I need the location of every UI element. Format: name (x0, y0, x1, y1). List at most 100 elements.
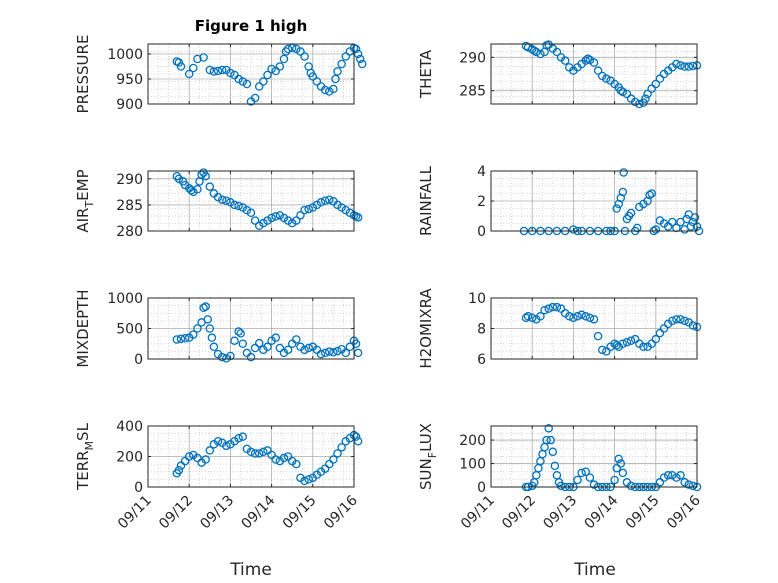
data-point (612, 463, 621, 473)
data-point (304, 475, 313, 484)
data-point (622, 337, 632, 347)
data-point (201, 302, 210, 311)
data-point (690, 213, 700, 222)
y-tick-label: 400 (116, 419, 143, 435)
data-point (546, 435, 555, 445)
data-point (583, 54, 593, 63)
data-point (577, 310, 586, 320)
data-point (651, 334, 661, 344)
data-point (205, 65, 215, 75)
data-point (540, 305, 549, 315)
data-point (320, 348, 330, 358)
data-point (688, 61, 698, 71)
data-point (569, 313, 578, 323)
data-point (246, 208, 256, 217)
data-point (680, 478, 689, 487)
data-point (316, 349, 326, 359)
y-tick-label: 290 (116, 172, 143, 188)
data-point (639, 342, 648, 352)
data-point (597, 345, 607, 355)
data-point (521, 313, 531, 323)
data-point (199, 53, 208, 62)
data-point (618, 468, 628, 478)
y-tick-label: 500 (116, 322, 143, 338)
x-axis-label-left: Time (229, 560, 272, 580)
data-point (651, 79, 661, 89)
data-point (217, 352, 227, 362)
axes-box (490, 170, 698, 232)
data-point (172, 171, 182, 181)
data-point (544, 304, 553, 313)
x-tick-label: 09/12 (156, 493, 196, 533)
data-point (333, 67, 342, 76)
data-point (353, 49, 363, 59)
y-axis-label-6: TERRMSL (74, 422, 96, 491)
data-point (668, 316, 677, 326)
axes-box (490, 43, 698, 105)
data-point (267, 64, 276, 74)
data-point (300, 345, 309, 355)
data-point (351, 432, 361, 441)
data-point (325, 347, 334, 356)
data-point (331, 74, 340, 84)
data-point (686, 222, 696, 231)
data-point (647, 189, 656, 198)
data-point (550, 461, 560, 471)
data-point (201, 455, 210, 464)
y-tick-label: 4 (477, 164, 486, 180)
data-point (254, 82, 264, 91)
data-point (552, 47, 562, 57)
data-point (217, 195, 227, 204)
data-point (209, 342, 219, 352)
data-point (643, 89, 652, 99)
data-point (353, 348, 363, 358)
data-point (300, 205, 309, 215)
data-point (581, 312, 591, 321)
panel-3-rainfall: 0 2 4 RAINFALL (417, 164, 704, 240)
data-point (174, 58, 184, 67)
y-axis-label-4: MIXDEPTH (74, 289, 92, 367)
data-point (560, 56, 570, 65)
data-point (536, 49, 545, 59)
data-point (316, 198, 326, 207)
x-tick-label: 09/16 (664, 492, 704, 532)
data-point (203, 315, 212, 324)
data-point (626, 336, 636, 345)
data-point (250, 93, 260, 103)
y-tick-label: 200 (459, 433, 486, 449)
data-point (619, 168, 628, 177)
data-point (351, 44, 361, 54)
data-point (618, 187, 628, 197)
data-point (680, 316, 689, 326)
data-point (532, 47, 541, 57)
data-point (222, 441, 231, 451)
data-point (589, 480, 599, 489)
data-point (668, 471, 677, 480)
data-point (602, 74, 611, 83)
data-point (320, 85, 330, 95)
y-tick-label: 950 (116, 72, 143, 88)
data-point (337, 443, 346, 452)
data-point (312, 77, 322, 86)
data-point (672, 473, 681, 482)
y-tick-label: 285 (116, 198, 143, 214)
data-point (281, 47, 291, 56)
data-point (614, 454, 623, 464)
data-point (250, 343, 260, 353)
data-point (189, 63, 198, 73)
panel-0-pressure: 900 950 1000 PRESSURE (74, 35, 367, 113)
data-point (300, 52, 309, 61)
data-point (180, 334, 190, 343)
data-point (254, 338, 264, 348)
data-point (193, 185, 202, 194)
data-point (577, 468, 586, 478)
x-tick-label: 09/16 (321, 492, 361, 532)
data-point (329, 84, 338, 94)
data-point (672, 59, 681, 69)
data-point (544, 424, 553, 433)
data-point (341, 348, 351, 358)
data-point (259, 77, 268, 86)
data-point (300, 476, 309, 486)
panel-5-h2omixra: 6 8 10 H2OMIXRA (417, 288, 702, 369)
